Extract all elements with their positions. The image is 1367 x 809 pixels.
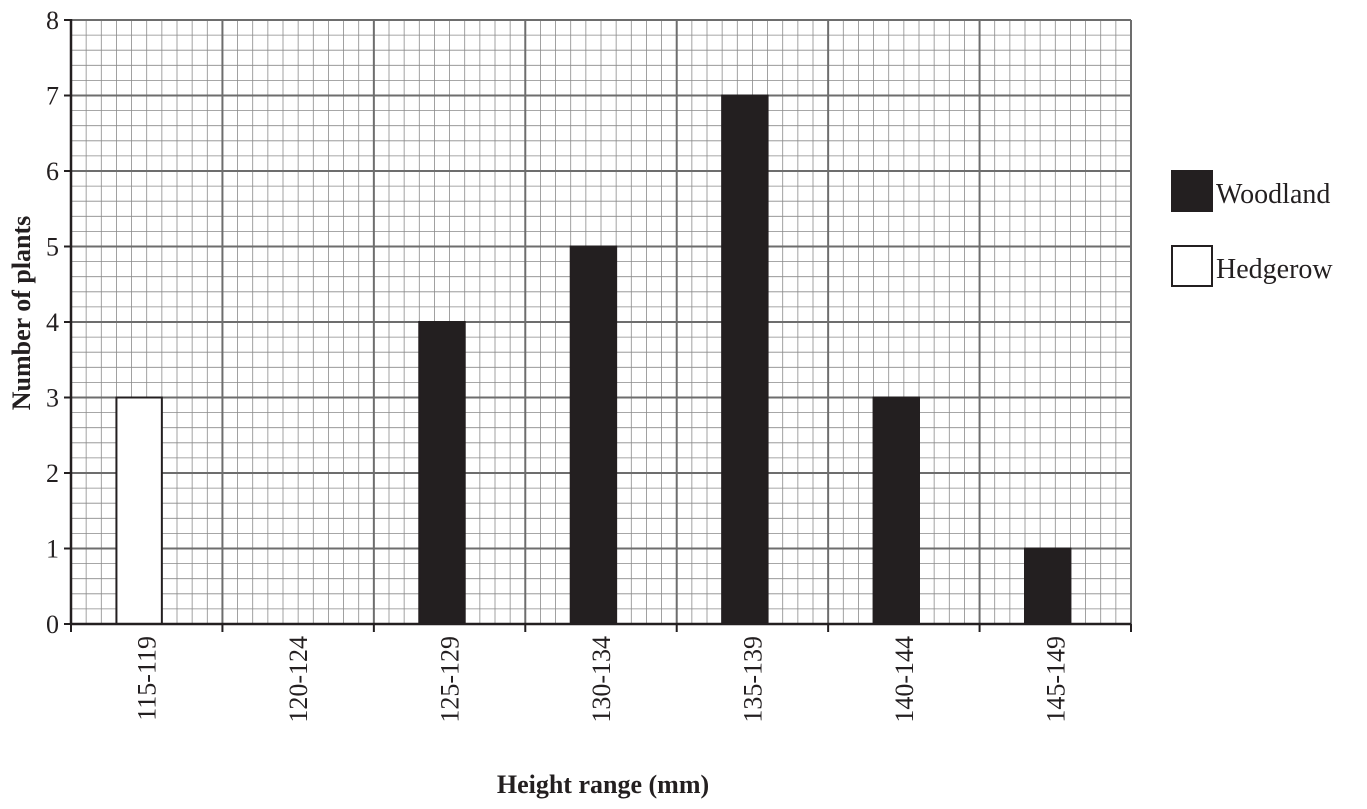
x-tick-label: 125-129	[436, 636, 465, 723]
x-tick-label: 135-139	[738, 636, 767, 723]
bars	[115, 94, 1072, 625]
bar-woodland-130-134	[569, 245, 618, 625]
y-tick-label: 6	[46, 157, 59, 186]
y-tick-label: 1	[46, 535, 59, 564]
legend-label-woodland: Woodland	[1216, 179, 1330, 210]
legend-label-hedgerow: Hedgerow	[1216, 254, 1333, 285]
y-tick-label: 5	[46, 233, 59, 262]
y-tick-label: 8	[46, 6, 59, 35]
bar-woodland-145-149	[1024, 547, 1072, 625]
y-axis-ticks: 0 1 2 3 4 5 6 7 8	[46, 6, 71, 639]
bar-woodland-140-144	[872, 396, 920, 625]
bar-woodland-135-139	[721, 94, 769, 625]
y-tick-label: 4	[46, 308, 59, 337]
x-tick-label: 130-134	[587, 636, 616, 723]
bar-hedgerow-115-119	[115, 396, 163, 625]
y-tick-label: 7	[46, 82, 59, 111]
legend: Woodland Hedgerow	[1171, 170, 1333, 287]
y-axis-title: Number of plants	[7, 216, 36, 411]
x-tick-label: 145-149	[1041, 636, 1070, 723]
x-axis-ticks: 115-119 120-124 125-129 130-134 135-139 140-1…	[70, 624, 1132, 723]
legend-swatch-woodland	[1171, 170, 1213, 212]
x-tick-label: 115-119	[133, 636, 162, 721]
y-tick-label: 2	[46, 459, 59, 488]
x-tick-label: 120-124	[284, 636, 313, 723]
y-tick-label: 0	[46, 610, 59, 639]
y-tick-label: 3	[46, 384, 59, 413]
x-axis-title: Height range (mm)	[497, 770, 709, 799]
bar-woodland-125-129	[418, 321, 466, 625]
x-tick-label: 140-144	[890, 636, 919, 723]
legend-swatch-hedgerow	[1171, 245, 1213, 287]
